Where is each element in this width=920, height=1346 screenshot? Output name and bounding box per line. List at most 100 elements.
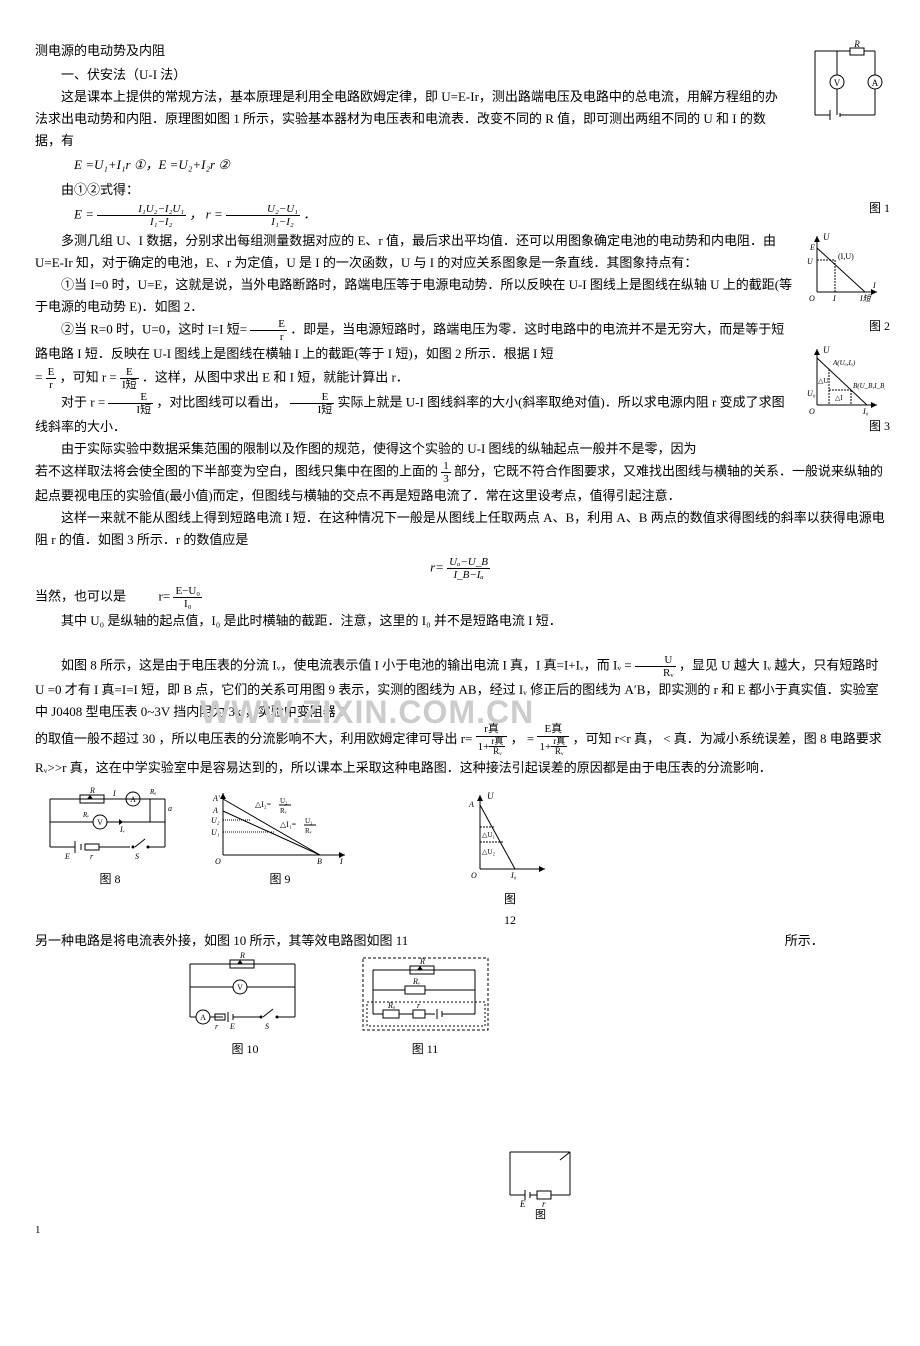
figure-11: R Rᵥ Rₐ r 图 11 xyxy=(355,952,495,1059)
center-formula-r: r= Uₐ−U_BI_B−Iₐ xyxy=(35,556,885,581)
svg-text:U: U xyxy=(823,345,830,355)
svg-text:△I₁=: △I₁= xyxy=(280,820,297,829)
figures-10-11: R V A r E S 图 10 xyxy=(175,952,885,1059)
svg-text:a: a xyxy=(168,804,172,813)
fig1-side-label: 图 1 xyxy=(869,200,890,217)
figure-3: U A(Uₐ,Iₐ) B(U_B,I_B) △U △I U₀ O I₀ xyxy=(805,343,885,418)
svg-text:Rᵥ: Rᵥ xyxy=(280,807,288,815)
fig2-side-label: 图 2 xyxy=(869,318,890,335)
svg-text:B: B xyxy=(317,857,322,866)
svg-text:A(Uₐ,Iₐ): A(Uₐ,Iₐ) xyxy=(832,359,856,367)
paragraph-15: 另一种电路是将电流表外接，如图 10 所示，其等效电路图如图 11 所示． xyxy=(35,930,885,952)
fig9-label: 图 9 xyxy=(205,869,355,889)
svg-text:U₁: U₁ xyxy=(211,828,220,837)
svg-text:A: A xyxy=(130,795,136,804)
svg-text:R: R xyxy=(89,787,95,795)
svg-text:U: U xyxy=(487,791,494,801)
paragraph-6: = Er ，可知 r = EI短 ．这样，从图中求出 E 和 I 短，就能计算出… xyxy=(35,366,885,391)
svg-text:R: R xyxy=(419,957,425,966)
watermark: WWW.ZIXIN.COM.CN xyxy=(200,685,534,739)
paragraph-2: 由①②式得： xyxy=(35,179,885,201)
svg-text:Rₐ: Rₐ xyxy=(149,788,156,796)
svg-text:O: O xyxy=(471,871,477,880)
fig8-label: 图 8 xyxy=(35,869,185,889)
svg-text:(I,U): (I,U) xyxy=(838,252,854,261)
svg-text:O: O xyxy=(809,294,815,303)
svg-text:I: I xyxy=(112,789,116,798)
paragraph-3: 多测几组 U、I 数据，分别求出每组测量数据对应的 E、r 值，最后求出平均值．… xyxy=(35,230,885,274)
svg-text:A′: A′ xyxy=(212,794,220,803)
svg-text:U₂: U₂ xyxy=(280,797,288,805)
paragraph-8: 由于实际实验中数据采集范围的限制以及作图的规范，使得这个实验的 U-I 图线的纵… xyxy=(35,438,885,460)
main-title: 测电源的电动势及内阻 xyxy=(35,40,885,62)
svg-text:Rₐ: Rₐ xyxy=(387,1001,396,1010)
fig10-label: 图 10 xyxy=(175,1039,315,1059)
fig11-label: 图 11 xyxy=(355,1039,495,1059)
svg-text:I: I xyxy=(832,294,836,303)
figure-12: U A △U₁ △U₂ O I₀ 图 12 xyxy=(465,787,555,930)
svg-text:A: A xyxy=(468,800,474,809)
svg-text:I₀: I₀ xyxy=(510,871,517,880)
svg-text:O: O xyxy=(215,857,221,866)
paragraph-5: ②当 R=0 时，U=0，这时 I=I 短= Er ．即是，当电源短路时，路端电… xyxy=(35,318,885,365)
paragraph-7: 对于 r = EI短 ，对比图线可以看出， EI短 实际上就是 U-I 图线斜率… xyxy=(35,391,885,438)
figure-9: A′ A U₂ U₁ △I₂= U₂ Rᵥ △I₁= U₁ Rᵥ O B I 图… xyxy=(205,787,355,889)
svg-text:V: V xyxy=(237,983,243,992)
figure-8: R I A Rₐ a V Rᵥ Iᵥ E r S xyxy=(35,787,185,889)
svg-text:△U: △U xyxy=(818,377,828,385)
equation-e-r: E = I₁U₂−I₂U₁I₁−I₂ ， r = U₂−U₁I₁−I₂ ． xyxy=(35,203,885,228)
svg-text:U₁: U₁ xyxy=(305,817,313,825)
paragraph-11: 当然，也可以是 r= E−U₀I₀ xyxy=(35,585,885,610)
svg-text:E: E xyxy=(809,243,815,252)
svg-text:U₂: U₂ xyxy=(211,816,220,825)
paragraph-4: ①当 I=0 时，U=E，这就是说，当外电路断路时，路端电压等于电源电动势．所以… xyxy=(35,274,885,318)
page-number: 1 xyxy=(35,1221,41,1240)
svg-text:V: V xyxy=(97,818,103,827)
svg-text:I₀: I₀ xyxy=(862,407,869,416)
paragraph-10: 这样一来就不能从图线上得到短路电流 I 短．在这种情况下一般是从图线上任取两点 … xyxy=(35,507,885,551)
svg-text:I短: I短 xyxy=(859,294,873,303)
svg-text:U: U xyxy=(807,257,814,266)
paragraph-9: 若不这样取法将会使全图的下半部变为空白，图线只集中在图的上面的 13 部分，它既… xyxy=(35,460,885,507)
svg-text:A: A xyxy=(872,78,879,88)
svg-text:B(U_B,I_B): B(U_B,I_B) xyxy=(853,382,885,390)
svg-text:△I: △I xyxy=(835,394,843,402)
svg-text:U₀: U₀ xyxy=(807,389,816,398)
svg-text:Iᵥ: Iᵥ xyxy=(119,825,125,834)
svg-text:Rᵥ: Rᵥ xyxy=(412,977,420,986)
svg-text:E: E xyxy=(519,1199,526,1209)
svg-text:△U₁: △U₁ xyxy=(482,831,495,839)
svg-text:△I₂=: △I₂= xyxy=(255,800,272,809)
svg-text:U: U xyxy=(823,232,830,242)
fig3-side-label: 图 3 xyxy=(869,418,890,435)
figure-bottom-small: E r 图 xyxy=(495,1140,885,1220)
svg-text:r: r xyxy=(215,1022,219,1031)
svg-text:r: r xyxy=(90,852,94,861)
figure-2: U E U (I,U) O I I短 I xyxy=(805,230,885,305)
svg-text:E: E xyxy=(64,852,70,861)
figure-10: R V A r E S 图 10 xyxy=(175,952,315,1059)
svg-text:E: E xyxy=(229,1022,235,1031)
svg-text:O: O xyxy=(809,407,815,416)
svg-text:R: R xyxy=(239,952,245,960)
svg-text:r: r xyxy=(542,1199,546,1209)
heading-1: 一、伏安法（U-I 法） xyxy=(35,64,885,86)
svg-text:S: S xyxy=(265,1022,269,1031)
svg-text:V: V xyxy=(834,78,841,88)
svg-text:图: 图 xyxy=(535,1208,546,1220)
paragraph-1: 这是课本上提供的常规方法，基本原理是利用全电路欧姆定律，即 U=E-Ir，测出路… xyxy=(35,86,885,152)
svg-text:A: A xyxy=(200,1013,206,1022)
svg-text:△U₂: △U₂ xyxy=(482,848,495,856)
svg-text:I: I xyxy=(339,857,343,866)
figure-1: R A V xyxy=(795,40,885,130)
svg-text:A: A xyxy=(212,806,218,815)
bottom-figures-row: R I A Rₐ a V Rᵥ Iᵥ E r S xyxy=(35,787,885,930)
fig12-label: 图 12 xyxy=(465,889,555,930)
svg-text:R: R xyxy=(853,40,860,49)
svg-text:Rᵥ: Rᵥ xyxy=(305,827,313,835)
equation-1: E =U₁+I₁r ①，E =U₂+I₂r ② xyxy=(35,154,885,176)
svg-text:Rᵥ: Rᵥ xyxy=(82,811,89,819)
paragraph-12: 其中 U₀ 是纵轴的起点值，I₀ 是此时横轴的截距．注意，这里的 I₀ 并不是短… xyxy=(35,610,885,632)
svg-text:I: I xyxy=(872,281,876,290)
svg-text:S: S xyxy=(135,852,139,861)
